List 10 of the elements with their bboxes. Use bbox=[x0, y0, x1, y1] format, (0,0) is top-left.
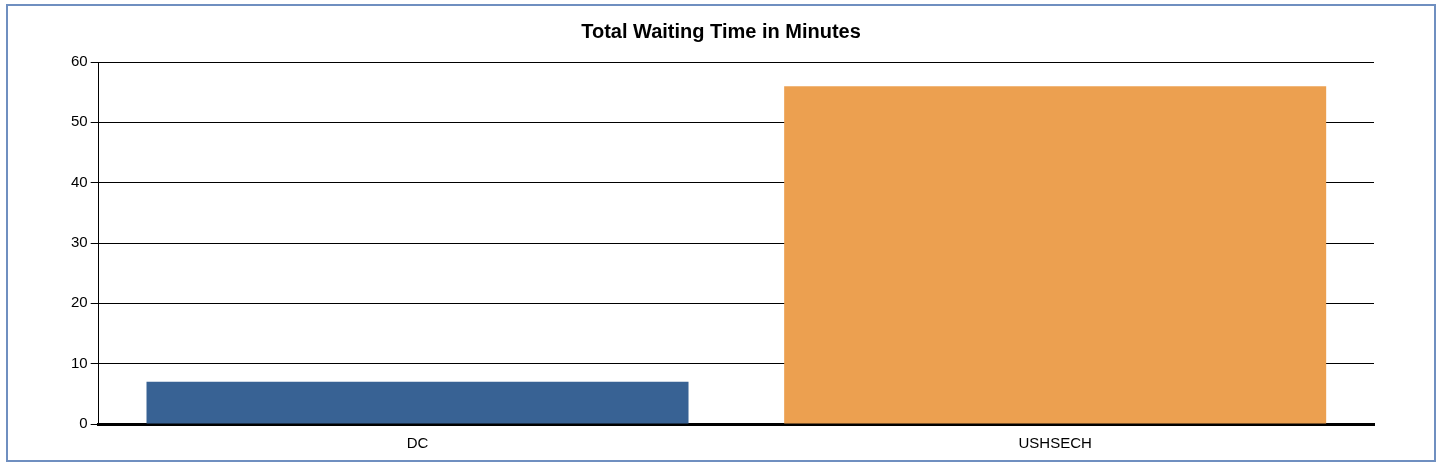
y-tick-label: 30 bbox=[71, 233, 88, 251]
y-tick-label: 50 bbox=[71, 112, 88, 130]
y-tick-label: 20 bbox=[71, 293, 88, 311]
y-tick-label: 40 bbox=[71, 172, 88, 190]
y-tick-label: 60 bbox=[71, 52, 88, 70]
y-tick-label: 10 bbox=[71, 353, 88, 371]
chart-title: Total Waiting Time in Minutes bbox=[581, 19, 861, 42]
x-tick-label: DC bbox=[406, 434, 429, 452]
y-tick-label: 0 bbox=[79, 414, 88, 432]
x-tick-label: USHSECH bbox=[1018, 434, 1092, 452]
